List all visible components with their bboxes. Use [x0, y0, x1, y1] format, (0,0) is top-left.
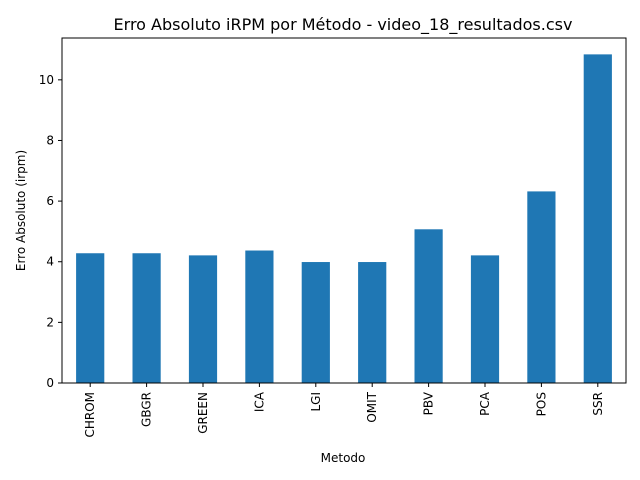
x-tick-label-green: GREEN — [196, 392, 210, 434]
bar-pos — [527, 191, 556, 383]
bar-pbv — [414, 229, 443, 383]
bar-chrom — [76, 253, 105, 383]
bar-green — [188, 255, 218, 383]
x-tick-label-gbgr: GBGR — [140, 392, 154, 427]
bar-lgi — [301, 262, 330, 383]
x-tick-label-ica: ICA — [252, 391, 266, 412]
x-tick-label-lgi: LGI — [309, 392, 323, 412]
y-axis: 0 2 4 6 8 10 — [39, 73, 62, 390]
bar-ssr — [583, 54, 612, 384]
bars — [76, 54, 612, 384]
x-tick-label-ssr: SSR — [591, 392, 605, 416]
x-axis: CHROM GBGR GREEN ICA LGI OMIT PBV PCA POS SSR — [83, 383, 605, 438]
y-tick-label-2: 2 — [46, 315, 54, 329]
y-tick-label-4: 4 — [46, 255, 54, 269]
y-axis-label: Erro Absoluto (irpm) — [14, 150, 28, 271]
y-tick-label-10: 10 — [39, 73, 54, 87]
x-tick-label-pos: POS — [534, 392, 548, 416]
y-tick-label-0: 0 — [46, 376, 54, 390]
y-tick-label-8: 8 — [46, 133, 54, 147]
bar-omit — [358, 262, 387, 383]
plot-frame — [61, 37, 627, 384]
bar-pca — [470, 255, 500, 383]
x-tick-label-pbv: PBV — [422, 391, 436, 415]
x-axis-label: Metodo — [321, 451, 366, 465]
x-tick-label-chrom: CHROM — [83, 392, 97, 438]
chart-title: Erro Absoluto iRPM por Método - video_18… — [114, 15, 573, 35]
bar-ica — [245, 250, 274, 383]
y-tick-label-6: 6 — [46, 194, 54, 208]
x-tick-label-pca: PCA — [478, 391, 492, 416]
bar-gbgr — [132, 253, 161, 383]
x-tick-label-omit: OMIT — [365, 391, 379, 422]
